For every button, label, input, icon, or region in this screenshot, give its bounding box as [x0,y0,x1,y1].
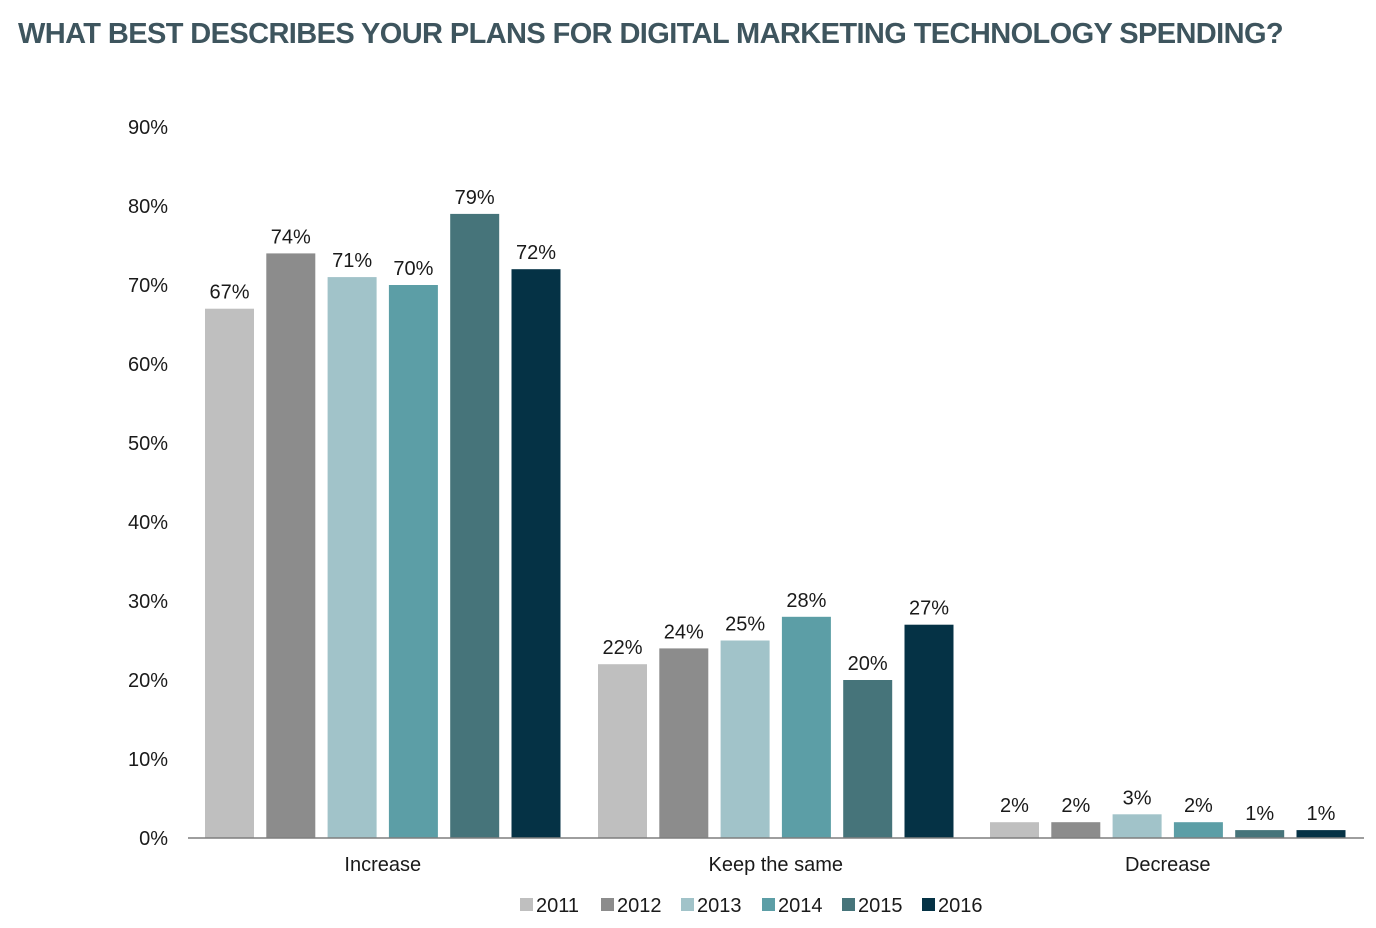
data-label: 22% [602,637,642,659]
category-label: Decrease [1125,854,1211,876]
legend-swatch-2016 [922,898,935,911]
y-tick-label: 20% [128,670,168,692]
y-tick-label: 60% [128,354,168,376]
data-label: 20% [848,653,888,675]
bar-2012-0 [266,253,316,838]
bar-2014-2 [1173,822,1223,838]
bar-2013-2 [1112,814,1162,838]
data-label: 1% [1245,803,1274,825]
y-tick-label: 50% [128,433,168,455]
legend-label: 2016 [938,895,983,917]
data-label: 67% [209,282,249,304]
y-tick-label: 80% [128,196,168,218]
legend-swatch-2012 [601,898,614,911]
bar-2016-2 [1296,830,1346,838]
bar-2014-1 [781,616,831,838]
legend-swatch-2013 [681,898,694,911]
y-tick-label: 90% [128,117,168,139]
legend-swatch-2011 [520,898,533,911]
data-label: 72% [516,242,556,264]
data-label: 2% [1061,795,1090,817]
bar-2015-0 [450,213,500,838]
bar-2012-2 [1051,822,1101,838]
legend-label: 2013 [697,895,742,917]
bar-2015-2 [1235,830,1285,838]
y-tick-label: 70% [128,275,168,297]
y-tick-label: 30% [128,591,168,613]
data-labels: 67% 22% 2% 74% 24% 2% 71% 25% 3% 70% 28% 2% 79% 20% 1%… [209,187,1335,825]
legend-swatch-2015 [842,898,855,911]
bar-2013-1 [720,640,770,838]
legend-label: 2015 [858,895,903,917]
chart-title: WHAT BEST DESCRIBES YOUR PLANS FOR DIGIT… [18,18,1284,50]
y-tick-label: 40% [128,512,168,534]
bar-2012-1 [659,648,709,838]
data-label: 74% [271,226,311,248]
category-label: Keep the same [708,854,843,876]
legend-label: 2011 [536,895,579,917]
data-label: 1% [1307,803,1336,825]
legend: 2011 2012 2013 2014 2015 2016 [520,895,983,917]
bar-2013-0 [327,277,377,839]
bar-2016-1 [904,624,954,838]
bar-2011-1 [598,664,647,838]
data-label: 24% [664,621,704,643]
bars [205,213,1346,839]
y-tick-label: 10% [128,749,168,771]
data-label: 2% [1000,795,1029,817]
data-label: 70% [393,258,433,280]
data-label: 3% [1123,787,1152,809]
bar-2015-1 [843,680,893,838]
y-tick-label: 0% [139,828,168,850]
data-label: 71% [332,250,372,272]
bar-2016-0 [511,269,561,838]
category-label: Increase [344,854,421,876]
bar-2011-0 [205,308,254,838]
data-label: 27% [909,598,949,620]
data-label: 79% [455,187,495,209]
legend-swatch-2014 [762,898,775,911]
bar-2014-0 [388,285,438,838]
legend-label: 2012 [617,895,662,917]
data-label: 25% [725,614,765,636]
x-axis: Increase Keep the same Decrease [344,854,1210,876]
y-axis: 0% 10% 20% 30% 40% 50% 60% 70% 80% 90% [128,117,168,850]
data-label: 28% [786,590,826,612]
bar-2011-2 [990,822,1039,838]
legend-label: 2014 [778,895,823,917]
data-label: 2% [1184,795,1213,817]
